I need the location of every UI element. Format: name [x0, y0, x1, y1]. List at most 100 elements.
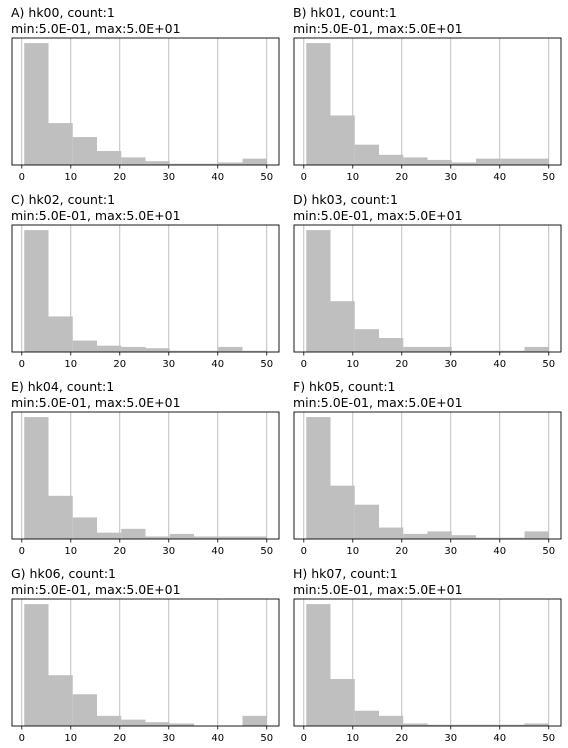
- x-tick-label: 30: [162, 359, 175, 370]
- histogram-bar: [427, 724, 452, 726]
- histogram-bar: [476, 724, 501, 726]
- histogram-panel-b: B) hk01, count:1 min:5.0E-01, max:5.0E+0…: [282, 0, 566, 187]
- histogram-bar: [330, 485, 355, 539]
- x-tick-label: 20: [113, 546, 126, 557]
- histogram-bar: [121, 157, 146, 165]
- histogram-plot-g: 0 10 20 30 40 50: [11, 598, 280, 744]
- panel-title-line2: min:5.0E-01, max:5.0E+01: [293, 395, 463, 410]
- histogram-bar: [96, 151, 122, 165]
- histogram-bar: [48, 316, 73, 352]
- histogram-bar: [500, 724, 525, 726]
- histogram-bar: [524, 723, 549, 726]
- x-tick-label: 30: [444, 359, 457, 370]
- histogram-bar: [24, 43, 49, 165]
- panel-title-line1: H) hk07, count:1: [293, 566, 398, 581]
- x-tick-label: 50: [542, 546, 555, 557]
- x-tick-label: 20: [395, 359, 408, 370]
- histogram-bar: [24, 230, 49, 352]
- histogram-bar: [330, 301, 355, 352]
- histogram-bar: [354, 144, 379, 165]
- x-tick-label: 40: [493, 172, 506, 183]
- histogram-panel-d: D) hk03, count:1 min:5.0E-01, max:5.0E+0…: [282, 187, 566, 374]
- histogram-bar: [24, 604, 49, 726]
- panel-title-line1: G) hk06, count:1: [11, 566, 116, 581]
- panel-title-line2: min:5.0E-01, max:5.0E+01: [293, 582, 463, 597]
- histogram-bar: [24, 417, 49, 539]
- x-tick-label: 40: [493, 359, 506, 370]
- axes-frame: [11, 224, 280, 353]
- panel-title: E) hk04, count:1 min:5.0E-01, max:5.0E+0…: [11, 379, 181, 411]
- panel-title: C) hk02, count:1 min:5.0E-01, max:5.0E+0…: [11, 192, 181, 224]
- histogram-bar: [169, 533, 195, 539]
- axes-frame: [293, 598, 562, 727]
- x-tick-label: 0: [19, 546, 25, 557]
- axes-frame: [293, 411, 562, 540]
- x-tick-label: 50: [260, 172, 273, 183]
- histogram-bar: [524, 531, 549, 539]
- histogram-bar: [96, 345, 122, 352]
- x-tick-label: 10: [346, 733, 359, 744]
- histogram-plot-a: 0 10 20 30 40 50: [11, 37, 280, 183]
- histogram-bar: [48, 123, 73, 165]
- histogram-bar: [403, 346, 428, 352]
- histogram-bar: [194, 350, 219, 352]
- x-tick-label: 20: [395, 733, 408, 744]
- histogram-bar: [476, 537, 501, 539]
- histogram-bar: [403, 157, 428, 165]
- histogram-bar: [72, 694, 97, 726]
- histogram-bar: [72, 517, 97, 539]
- histogram-bar: [451, 162, 477, 165]
- x-tick-label: 10: [64, 172, 77, 183]
- histogram-bar: [451, 724, 477, 726]
- axes-frame: [293, 224, 562, 353]
- panel-title-line1: C) hk02, count:1: [11, 192, 116, 207]
- x-tick-label: 40: [211, 546, 224, 557]
- x-tick-label: 40: [211, 733, 224, 744]
- histogram-bar: [330, 115, 355, 165]
- x-tick-label: 30: [444, 546, 457, 557]
- histogram-bar: [354, 504, 379, 539]
- histogram-panel-e: E) hk04, count:1 min:5.0E-01, max:5.0E+0…: [0, 374, 284, 561]
- histogram-bar: [378, 527, 404, 539]
- histogram-bar: [121, 346, 146, 352]
- histogram-bar: [48, 495, 73, 539]
- histogram-bar: [72, 137, 97, 165]
- histogram-bar: [330, 679, 355, 726]
- panel-title: B) hk01, count:1 min:5.0E-01, max:5.0E+0…: [293, 5, 463, 37]
- x-tick-label: 20: [395, 172, 408, 183]
- histogram-plot-b: 0 10 20 30 40 50: [293, 37, 562, 183]
- panel-title-line1: A) hk00, count:1: [11, 5, 115, 20]
- histogram-bar: [145, 161, 170, 165]
- x-tick-label: 30: [444, 172, 457, 183]
- histogram-bar: [169, 163, 195, 165]
- panel-title: G) hk06, count:1 min:5.0E-01, max:5.0E+0…: [11, 566, 181, 598]
- x-tick-label: 20: [113, 733, 126, 744]
- histogram-bar: [169, 723, 195, 726]
- panel-title: A) hk00, count:1 min:5.0E-01, max:5.0E+0…: [11, 5, 181, 37]
- x-tick-label: 0: [301, 172, 307, 183]
- histogram-bar: [500, 537, 525, 539]
- panel-title-line2: min:5.0E-01, max:5.0E+01: [11, 21, 181, 36]
- histogram-bar: [218, 346, 243, 352]
- histogram-bar: [306, 43, 331, 165]
- x-tick-label: 0: [301, 359, 307, 370]
- x-tick-label: 30: [162, 172, 175, 183]
- x-tick-label: 0: [301, 546, 307, 557]
- histogram-bar: [524, 346, 549, 352]
- panel-title-line2: min:5.0E-01, max:5.0E+01: [11, 208, 181, 223]
- histogram-bar: [48, 675, 73, 726]
- histogram-bar: [403, 533, 428, 539]
- histogram-panel-f: F) hk05, count:1 min:5.0E-01, max:5.0E+0…: [282, 374, 566, 561]
- x-tick-label: 10: [64, 359, 77, 370]
- x-tick-label: 0: [19, 359, 25, 370]
- histogram-plot-h: 0 10 20 30 40 50: [293, 598, 562, 744]
- histogram-bar: [96, 715, 122, 726]
- histogram-plot-e: 0 10 20 30 40 50: [11, 411, 280, 557]
- x-tick-label: 20: [395, 546, 408, 557]
- histogram-bar: [169, 350, 195, 352]
- histogram-bar: [242, 350, 267, 352]
- x-tick-label: 30: [444, 733, 457, 744]
- axes-frame: [293, 37, 562, 166]
- histogram-plot-f: 0 10 20 30 40 50: [293, 411, 562, 557]
